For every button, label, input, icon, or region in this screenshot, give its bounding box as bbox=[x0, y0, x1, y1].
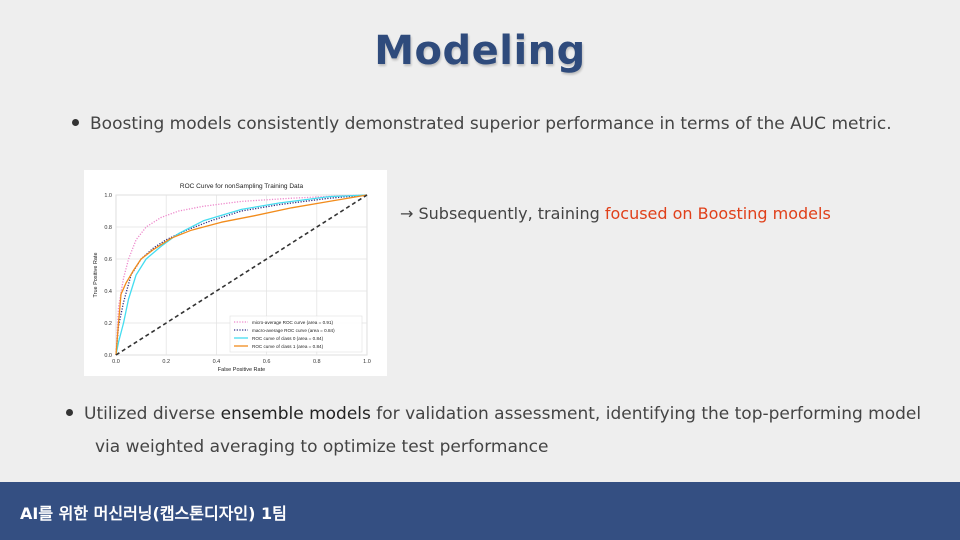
x-tick-label: 0.2 bbox=[162, 359, 170, 365]
legend-label: micro-average ROC curve (area = 0.91) bbox=[252, 320, 334, 325]
x-tick-label: 0.0 bbox=[112, 359, 120, 365]
legend-label: macro-average ROC curve (area = 0.84) bbox=[252, 328, 335, 333]
bullet2-emphasis: ensemble models bbox=[220, 404, 371, 424]
series-line-1 bbox=[115, 194, 368, 356]
arrow-note-text: → Subsequently, training bbox=[400, 204, 605, 223]
arrow-note-highlight: focused on Boosting models bbox=[604, 204, 831, 223]
legend-label: ROC curve of class 0 (area = 0.84) bbox=[252, 336, 324, 341]
series-line-2 bbox=[115, 194, 368, 356]
bullet-dot bbox=[66, 408, 73, 416]
arrow-note: → Subsequently, training focused on Boos… bbox=[400, 204, 831, 223]
roc-chart-image: 0.0 0.0 0.2 0.2 0.4 0.4 0.6 0.6 0.8 0.8 1.0 1.0 ROC … bbox=[84, 170, 387, 376]
slide-title: Modeling bbox=[374, 28, 586, 74]
y-tick-label: 0.4 bbox=[104, 289, 112, 295]
bullet-boosting-auc: Boosting models consistently demonstrate… bbox=[72, 114, 892, 134]
y-tick-label: 1.0 bbox=[104, 193, 112, 199]
footer-bar: AI를 위한 머신러닝(캡스톤디자인) 1팀 bbox=[0, 482, 960, 540]
series-line-3 bbox=[115, 194, 368, 356]
bullet-dot bbox=[72, 118, 79, 126]
y-axis-label: True Positive Rate bbox=[93, 252, 99, 297]
bullet2-text-pre: Utilized diverse bbox=[84, 404, 221, 424]
y-tick-label: 0.6 bbox=[104, 257, 112, 263]
x-tick-label: 1.0 bbox=[363, 359, 371, 365]
series-line-4 bbox=[115, 194, 368, 356]
x-tick-label: 0.6 bbox=[263, 359, 271, 365]
legend-label: ROC curve of class 1 (area = 0.84) bbox=[252, 344, 324, 349]
chart-title: ROC Curve for nonSampling Training Data bbox=[180, 183, 304, 190]
series-line-0 bbox=[115, 194, 368, 356]
footer-team-label: AI를 위한 머신러닝(캡스톤디자인) 1팀 bbox=[20, 504, 287, 523]
bullet2-line2: via weighted averaging to optimize test … bbox=[95, 437, 549, 457]
bullet2-text-post: for validation assessment, identifying t… bbox=[370, 404, 922, 424]
y-tick-label: 0.8 bbox=[104, 225, 112, 231]
legend-box bbox=[229, 315, 363, 353]
x-tick-label: 0.8 bbox=[313, 359, 321, 365]
y-tick-label: 0.2 bbox=[104, 321, 112, 327]
bullet-text: Boosting models consistently demonstrate… bbox=[90, 114, 892, 134]
bullet-ensemble: Utilized diverse ensemble models for val… bbox=[66, 404, 921, 457]
x-axis-label: False Positive Rate bbox=[218, 367, 265, 373]
y-tick-label: 0.0 bbox=[104, 353, 112, 359]
x-tick-label: 0.4 bbox=[213, 359, 221, 365]
roc-chart: 0.00.0 0.2 0.2 0.4 0.4 0.6 0.6 0.8 0.8 1.0 1.0 ROC … bbox=[93, 183, 371, 373]
